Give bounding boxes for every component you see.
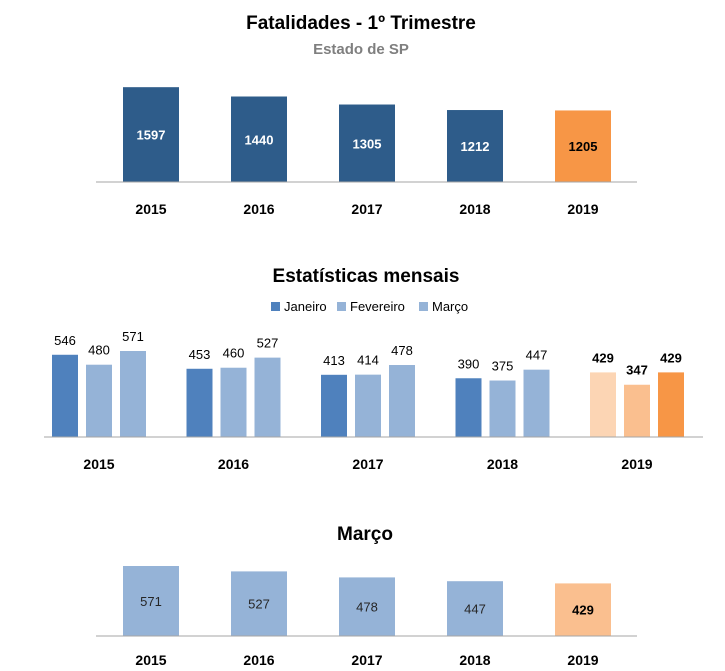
chart2-bar-2019-janeiro — [590, 372, 616, 437]
chart2-bar-2015-janeiro — [52, 354, 78, 437]
chart1-bar-2017 — [339, 104, 395, 182]
chart1-data-label-2019: 1205 — [569, 139, 598, 154]
chart3-tick-2019: 2019 — [567, 652, 598, 668]
chart1-tick-2018: 2018 — [459, 201, 490, 217]
chart3-data-label-2016: 527 — [248, 597, 270, 612]
chart2-legend: Janeiro Fevereiro Março — [271, 299, 468, 314]
chart2-data-label-2018-março: 447 — [526, 348, 548, 363]
chart3-bar-2016 — [231, 571, 287, 636]
chart3-bar-2015 — [123, 566, 179, 636]
chart2-bar-2018-março — [523, 369, 550, 437]
chart2-tick-2016: 2016 — [218, 456, 249, 472]
chart1-bar-2018 — [447, 110, 503, 182]
chart2-data-label-2018-janeiro: 390 — [458, 356, 480, 371]
chart2-bar-2017-fevereiro — [355, 374, 381, 437]
chart2-data-label-2016-fevereiro: 460 — [223, 346, 245, 361]
chart-marco: Março 571 527 478 447 429 2015 2016 2017 2018 20… — [96, 524, 637, 668]
chart2-data-label-2016-janeiro: 453 — [189, 347, 211, 362]
chart2-data-label-2019-janeiro: 429 — [592, 350, 614, 365]
chart2-bar-2016-fevereiro — [220, 367, 247, 437]
chart2-tick-2015: 2015 — [83, 456, 114, 472]
chart2-data-label-2019-março: 429 — [660, 350, 682, 365]
chart2-data-label-2017-março: 478 — [391, 343, 413, 358]
chart2-bar-2019-março — [658, 372, 684, 437]
chart2-data-label-2018-fevereiro: 375 — [492, 359, 514, 374]
chart3-data-label-2015: 571 — [140, 594, 162, 609]
chart3-bar-2017 — [339, 577, 395, 636]
chart1-data-label-2018: 1212 — [461, 139, 490, 154]
chart1-tick-2017: 2017 — [351, 201, 382, 217]
chart3-tick-2016: 2016 — [243, 652, 274, 668]
chart2-bar-2017-janeiro — [321, 374, 347, 437]
chart-fatalidades: Fatalidades - 1º Trimestre Estado de SP … — [96, 13, 637, 217]
chart2-bar-2016-janeiro — [186, 368, 213, 437]
chart-estatisticas-mensais: Estatísticas mensais Janeiro Fevereiro M… — [44, 266, 703, 472]
chart3-tick-2018: 2018 — [459, 652, 490, 668]
chart3-data-label-2017: 478 — [356, 600, 378, 615]
chart3-tick-2015: 2015 — [135, 652, 166, 668]
chart3-data-label-2018: 447 — [464, 602, 486, 617]
legend-label-fevereiro: Fevereiro — [350, 299, 405, 314]
chart3-title: Março — [337, 524, 393, 545]
chart2-bar-2018-fevereiro — [489, 380, 516, 437]
chart2-bar-2016-março — [254, 357, 281, 437]
chart2-tick-2018: 2018 — [487, 456, 518, 472]
chart1-tick-2016: 2016 — [243, 201, 274, 217]
chart2-data-label-2015-fevereiro: 480 — [88, 343, 110, 358]
chart2-data-label-2017-fevereiro: 414 — [357, 353, 379, 368]
chart2-bar-2018-janeiro — [455, 378, 482, 437]
chart3-bar-2019 — [555, 583, 611, 636]
chart2-data-label-2015-janeiro: 546 — [54, 333, 76, 348]
chart2-data-label-2017-janeiro: 413 — [323, 353, 345, 368]
chart2-title: Estatísticas mensais — [273, 266, 460, 287]
chart2-bar-2017-março — [389, 365, 415, 437]
chart1-subtitle: Estado de SP — [313, 41, 409, 58]
chart3-bar-2018 — [447, 581, 503, 636]
chart1-tick-2015: 2015 — [135, 201, 166, 217]
chart2-bar-2015-março — [120, 351, 146, 437]
chart2-data-label-2016-março: 527 — [257, 336, 279, 351]
chart1-data-label-2016: 1440 — [245, 132, 274, 147]
legend-swatch-marco — [419, 302, 428, 311]
chart2-data-label-2019-fevereiro: 347 — [626, 363, 648, 378]
chart2-tick-2019: 2019 — [621, 456, 652, 472]
chart2-data-label-2015-março: 571 — [122, 329, 144, 344]
legend-label-janeiro: Janeiro — [284, 299, 327, 314]
chart2-bar-2019-fevereiro — [624, 384, 650, 437]
chart1-data-label-2017: 1305 — [353, 136, 382, 151]
chart1-tick-2019: 2019 — [567, 201, 598, 217]
chart1-data-label-2015: 1597 — [137, 128, 166, 143]
chart2-bar-2015-fevereiro — [86, 364, 112, 437]
chart1-bar-2015 — [123, 87, 179, 182]
chart1-bar-2019 — [555, 110, 611, 182]
legend-swatch-janeiro — [271, 302, 280, 311]
chart1-title: Fatalidades - 1º Trimestre — [246, 13, 476, 34]
chart1-bar-2016 — [231, 96, 287, 182]
chart3-data-label-2019: 429 — [572, 603, 594, 618]
legend-label-marco: Março — [432, 299, 468, 314]
legend-swatch-fevereiro — [337, 302, 346, 311]
chart3-tick-2017: 2017 — [351, 652, 382, 668]
chart2-tick-2017: 2017 — [352, 456, 383, 472]
